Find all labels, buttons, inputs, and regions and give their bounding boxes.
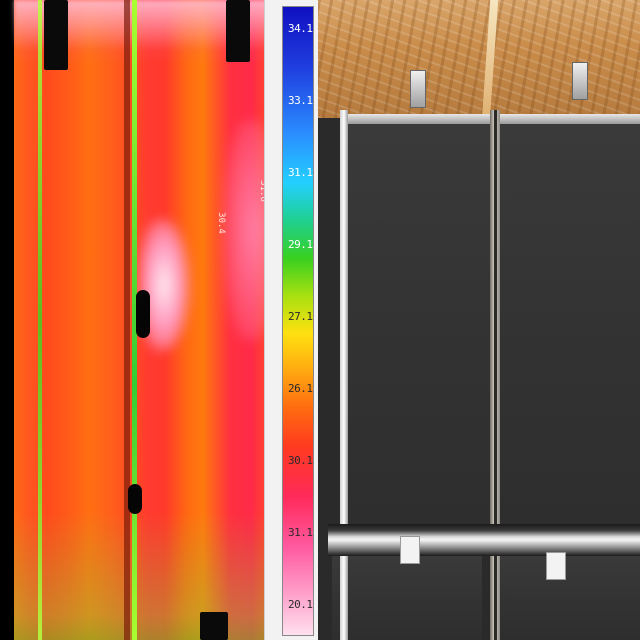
scale-tick-label: 29.1	[288, 238, 313, 251]
temperature-scale-bar	[282, 6, 314, 636]
thermal-spot-label-1: 30.4	[215, 212, 226, 234]
mount-clip-right	[572, 62, 588, 100]
scale-tick-label: 30.1	[288, 454, 313, 467]
mount-clip-left	[410, 70, 426, 108]
solar-panel-bottom-left	[332, 556, 482, 640]
thermal-seam-dark	[124, 0, 130, 640]
scale-tick-label: 33.1	[288, 94, 313, 107]
thermal-clip-top-left	[44, 0, 68, 70]
solar-panel-left	[346, 124, 496, 524]
rail-bracket-left	[400, 536, 420, 564]
wood-background	[318, 0, 640, 118]
solar-panel-photo	[318, 0, 640, 640]
thermal-clip-bottom	[200, 612, 228, 640]
scale-tick-label: 20.1	[288, 598, 313, 611]
thermal-seam-left	[38, 0, 42, 640]
thermal-clip-top-right	[226, 0, 250, 62]
scale-tick-label: 34.1	[288, 22, 313, 35]
mounting-rail	[328, 524, 640, 556]
scale-tick-label: 26.1	[288, 382, 313, 395]
thermal-image: 30.4 31.6	[14, 0, 284, 640]
thermal-seam-middle	[132, 0, 137, 640]
scale-tick-label: 31.1	[288, 526, 313, 539]
thermal-dark-spot-2	[128, 484, 142, 514]
scale-tick-label: 27.1	[288, 310, 313, 323]
scale-tick-label: 31.1	[288, 166, 313, 179]
solar-panel-right	[500, 124, 640, 524]
panel-gap-shadow	[494, 110, 497, 640]
rail-bracket-right	[546, 552, 566, 580]
panel-frame-left	[340, 110, 348, 640]
thermal-dark-spot-1	[136, 290, 150, 338]
